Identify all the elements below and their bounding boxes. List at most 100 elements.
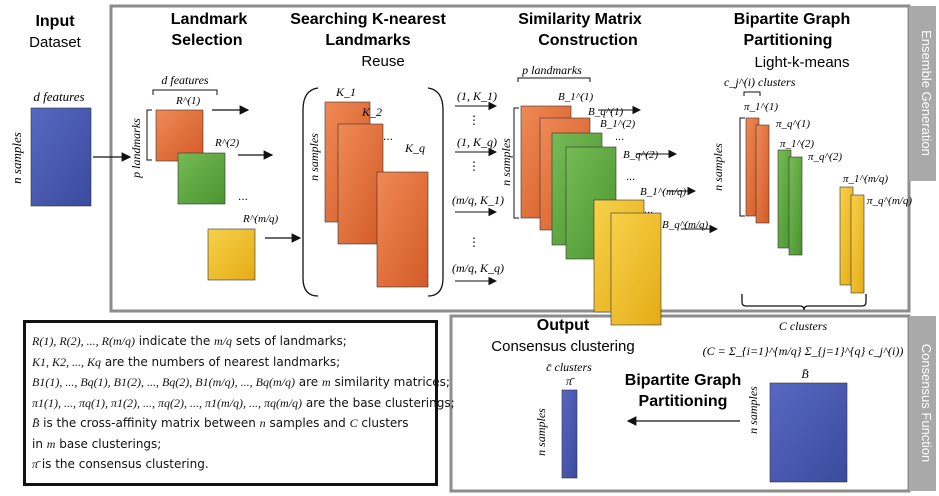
legend-3-text: are	[294, 375, 322, 389]
c-clusters-label: C clusters	[779, 319, 828, 333]
sim-b12-label: B_1^(2)	[600, 118, 636, 130]
pair-1-kq: (1, K_q)	[457, 135, 497, 149]
bbar-samples-label: n samples	[746, 386, 760, 434]
ensemble-generation-label: Ensemble Generation	[919, 30, 934, 156]
partition-samples-label: n samples	[711, 143, 725, 191]
sim-b1mq-label: B_1^(m/q)	[640, 186, 687, 198]
sim-ellipsis-2: ...	[626, 171, 635, 183]
landmark-ellipsis: ...	[238, 189, 248, 203]
output-samples-label: n samples	[534, 408, 548, 456]
partition-bottom-brace	[741, 294, 867, 311]
sim-top-brace	[517, 77, 591, 82]
legend-line-7: π̄ is the consensus clustering.	[32, 454, 429, 475]
legend-4-math: π1(1), ..., πq(1), π1(2), ..., πq(2), ..…	[32, 395, 303, 410]
pi-12-label: π_1^(2)	[780, 138, 814, 150]
legend-3-text2: similarity matrices;	[330, 375, 450, 389]
legend-1-text2: sets of landmarks;	[232, 334, 347, 348]
similarity-title-2: Construction	[538, 32, 638, 49]
legend-6-math: m	[46, 436, 56, 451]
pi-1mq-label: π_1^(m/q)	[843, 173, 888, 185]
legend-line-2: K1, K2, ..., Kq are the numbers of neare…	[32, 352, 429, 373]
input-features-label: d features	[33, 89, 84, 104]
landmark-title-2: Selection	[171, 32, 242, 49]
landmark-set-m-q	[207, 228, 256, 281]
pi-q2	[788, 156, 803, 256]
sim-ellipsis-1: ...	[615, 131, 624, 143]
legend-2-math: K1, K2, ..., Kq	[32, 354, 102, 369]
vdots-2: ⋮	[468, 159, 480, 173]
pair-mq-kq: (m/q, K_q)	[452, 261, 504, 275]
knn-title-2: Landmarks	[325, 32, 410, 49]
vdots-3: ⋮	[468, 235, 480, 249]
legend-2-text: are the numbers of nearest landmarks;	[101, 354, 341, 369]
features-brace	[152, 89, 218, 95]
consensus-function-label: Consensus Function	[919, 344, 934, 463]
legend-line-5: B̄ is the cross-affinity matrix between …	[32, 413, 429, 434]
pi-qmq-label: π_q^(m/q)	[867, 195, 912, 207]
sim-bq1-label: B_q^(1)	[588, 106, 624, 118]
legend-5-text2: samples and	[265, 416, 350, 430]
partition-clusters-label: c_j^(i) clusters	[724, 75, 796, 89]
landmark-set-1	[155, 109, 204, 162]
legend-5-math2: n	[259, 416, 266, 430]
legend-5-math: B̄	[32, 416, 40, 430]
legend-line-3: B1(1), ..., Bq(1), B1(2), ..., Bq(2), B1…	[32, 372, 450, 393]
legend-line-6: in m base clusterings;	[32, 434, 429, 455]
b-bar-label: B̄	[801, 367, 809, 381]
legend-line-1: R(1), R(2), ..., R(m/q) indicate the m/q…	[32, 331, 429, 352]
legend-7-math: π̄	[32, 457, 39, 471]
output-title: Output	[537, 317, 590, 334]
consensus-clustering-vector	[561, 389, 578, 479]
knn-block-q	[376, 171, 429, 288]
input-samples-label: n samples	[9, 132, 24, 184]
landmark-features-label: d features	[161, 73, 209, 87]
legend-1-math2: m/q	[214, 334, 233, 348]
sim-b11-label: B_1^(1)	[558, 91, 594, 103]
sim-bq2-label: B_q^(2)	[623, 149, 659, 161]
part-left-brace	[739, 117, 745, 217]
bgp-title-2: Partitioning	[639, 393, 728, 410]
pi-bar-label: π̄	[566, 374, 575, 388]
pair-mq-k1: (m/q, K_1)	[452, 193, 504, 207]
legend-5-text3: clusters	[357, 416, 409, 430]
legend-3-math: B1(1), ..., Bq(1), B1(2), ..., Bq(2), B1…	[32, 375, 295, 389]
input-dataset-matrix	[30, 107, 92, 207]
partition-title-2: Partitioning	[744, 32, 833, 49]
pi-q2-label: π_q^(2)	[808, 151, 842, 163]
legend-line-4: π1(1), ..., πq(1), π1(2), ..., πq(2), ..…	[32, 393, 455, 414]
knn-left-paren	[302, 87, 319, 297]
output-subtitle: Consensus clustering	[491, 338, 634, 355]
knn-kq: K_q	[404, 141, 425, 155]
bgp-title-1: Bipartite Graph	[625, 372, 741, 389]
part-top-brace	[743, 91, 761, 96]
landmark-set-2	[177, 152, 226, 205]
pi-q1	[755, 124, 770, 224]
ensemble-tab	[909, 6, 936, 181]
knn-k1: K_1	[335, 85, 356, 99]
legend-1-text: indicate the	[134, 334, 215, 348]
similarity-landmarks-label: p landmarks	[521, 63, 582, 77]
partition-subtitle: Light-k-means	[754, 54, 849, 71]
similarity-title-1: Similarity Matrix	[518, 11, 642, 28]
landmark-set-1-label: R^(1)	[175, 95, 201, 107]
pi-11-label: π_1^(1)	[744, 101, 778, 113]
landmark-set-2-label: R^(2)	[214, 137, 240, 149]
legend-7-text: is the consensus clustering.	[38, 457, 209, 471]
knn-k2: K_2	[361, 105, 382, 119]
cross-affinity-matrix	[769, 382, 848, 483]
knn-ellipsis: ...	[383, 129, 393, 143]
legend-4-text: are the base clusterings;	[302, 395, 455, 410]
landmark-title-1: Landmark	[171, 11, 248, 28]
knn-title-1: Searching K-nearest	[290, 11, 446, 28]
vdots-1: ⋮	[468, 113, 480, 127]
input-subtitle: Dataset	[29, 34, 82, 51]
pair-1-k1: (1, K_1)	[457, 89, 497, 103]
sim-bqmq-label: B_q^(m/q)	[662, 219, 709, 231]
legend-1-math: R(1), R(2), ..., R(m/q)	[32, 334, 135, 348]
legend-6-text: in	[32, 436, 47, 451]
cbar-clusters-label: c̄ clusters	[546, 360, 592, 374]
legend-box: R(1), R(2), ..., R(m/q) indicate the m/q…	[23, 320, 455, 486]
landmarks-brace	[146, 109, 152, 161]
landmark-set-mq-label: R^(m/q)	[242, 213, 279, 225]
